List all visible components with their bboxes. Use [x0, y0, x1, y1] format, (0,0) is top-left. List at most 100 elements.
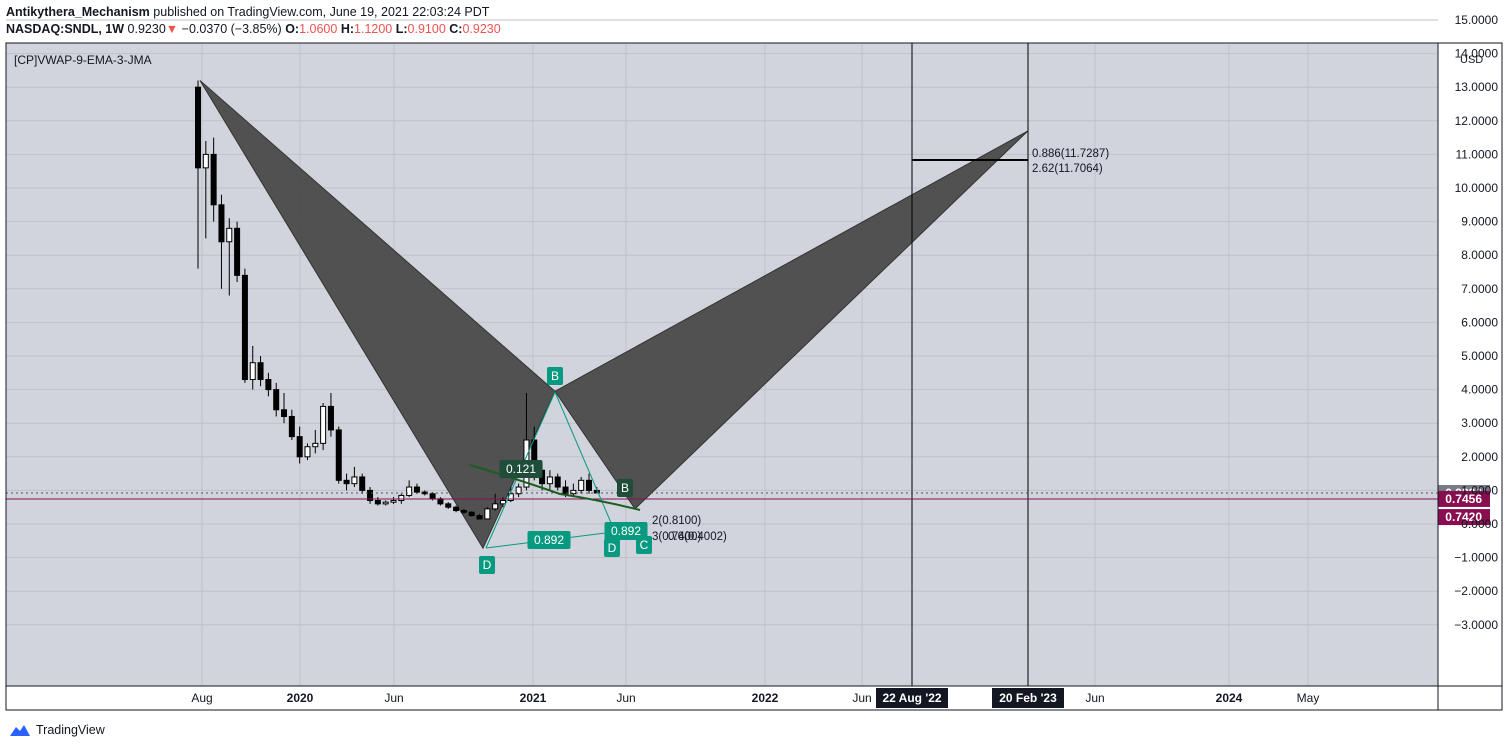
candle-body	[546, 476, 553, 485]
level-label-06: 0.6(0.4002)	[668, 531, 727, 543]
symbol-label[interactable]: NASDAQ:SNDL, 1W	[6, 22, 125, 36]
ratio-label-121-bg	[499, 460, 543, 478]
candle-body	[351, 476, 358, 485]
candle-body	[202, 153, 209, 169]
grid-lines	[6, 19, 1438, 686]
price-tick-label: −3.0000	[1454, 618, 1498, 632]
fib-label-0886: 0.886(11.7287)	[1032, 148, 1109, 160]
time-tick-label: Jun	[852, 691, 871, 705]
time-axis-labels: Aug 2020 Jun 2021 Jun 2022 Jun Jun 2024 May 22 Aug…	[191, 688, 1319, 708]
candle-body	[406, 486, 413, 496]
last-price: 0.9230	[127, 22, 166, 36]
price-tick-label: 0.0000	[1461, 517, 1498, 531]
price-tick-label: 14.0000	[1455, 47, 1499, 61]
down-arrow-icon: ▼	[165, 22, 179, 36]
point-label-b: B	[551, 369, 559, 383]
time-tick-label: 2024	[1216, 691, 1243, 705]
point-label-c-bg	[636, 536, 652, 554]
published-text: published on TradingView.com, June 19, 2…	[153, 5, 490, 19]
time-tick-label: 2020	[287, 691, 314, 705]
price-tick-label: 5.0000	[1461, 349, 1498, 363]
time-tick-label: 2022	[752, 691, 779, 705]
candle-body	[312, 442, 319, 448]
high-label: H:	[340, 22, 355, 36]
candle-body	[195, 86, 201, 169]
candle-body	[249, 362, 256, 381]
ratio-label-892-bg	[527, 531, 571, 549]
price-tick-label: 10.0000	[1455, 181, 1499, 195]
level-label-2: 2(0.8100)	[652, 515, 701, 527]
teal-leg-2	[554, 391, 613, 526]
brand-name[interactable]: TradingView	[36, 723, 105, 737]
chart-header: Antikythera_Mechanism published on Tradi…	[6, 4, 501, 38]
time-tick-label: Aug	[191, 691, 212, 705]
candle-body	[437, 498, 444, 505]
candle-body	[578, 479, 585, 491]
indicator-label[interactable]: [CP]VWAP-9-EMA-3-JMA	[14, 53, 152, 67]
candle-body	[390, 499, 397, 503]
price-tick-label: 7.0000	[1461, 282, 1498, 296]
fib-label-262: 2.62(11.7064)	[1032, 163, 1103, 175]
price-badge-label: 0.7420	[1445, 510, 1482, 524]
open-value: 1.0600	[299, 22, 338, 36]
candle-body	[453, 506, 460, 512]
chart-frame	[5, 42, 1503, 711]
candle-body	[218, 204, 225, 243]
candle-body	[367, 489, 374, 501]
candle-body	[265, 379, 272, 391]
candle-body	[327, 405, 334, 431]
candle-body	[226, 227, 233, 243]
candle-body	[382, 501, 389, 505]
tradingview-logo-icon	[10, 725, 30, 736]
time-axis[interactable]	[6, 686, 1502, 710]
price-tick-label: −2.0000	[1454, 584, 1498, 598]
candle-body	[241, 274, 248, 381]
date-badge-label: 22 Aug '22	[882, 691, 941, 705]
candle-body	[554, 476, 561, 488]
time-tick-label: Jun	[616, 691, 635, 705]
open-label: O:	[285, 22, 300, 36]
price-axis[interactable]	[1438, 43, 1502, 686]
author-name[interactable]: Antikythera_Mechanism	[6, 5, 150, 19]
candle-body	[234, 227, 241, 276]
close-value: 0.9230	[462, 22, 501, 36]
point-label-c: C	[640, 538, 649, 552]
candle-body	[468, 511, 475, 517]
candle-body	[562, 486, 569, 495]
candle-body	[460, 510, 467, 513]
point-label-d2: D	[608, 541, 617, 555]
ratio-label-892b: 0.892	[611, 524, 641, 538]
low-value: 0.9100	[407, 22, 446, 36]
harmonic-pattern-large	[199, 43, 1029, 686]
price-tick-label: 3.0000	[1461, 416, 1498, 430]
ratio-label-121: 0.121	[506, 462, 536, 476]
pattern-overlays: B D D C B 0.121 0.892 0.892 0.886(11.7287) 2.62(1…	[6, 148, 1490, 574]
candle-body	[484, 508, 491, 520]
close-label: C:	[449, 22, 463, 36]
jma-line	[469, 464, 641, 511]
candle-body	[499, 499, 506, 505]
ratio-label-892: 0.892	[534, 533, 564, 547]
point-label-d: D	[483, 558, 492, 572]
candle-body	[304, 446, 311, 458]
pattern-triangle-bcd	[554, 130, 1029, 510]
candle-body	[288, 415, 295, 438]
time-tick-label: Jun	[384, 691, 403, 705]
date-badge	[992, 688, 1064, 708]
currency-label: USD	[1460, 54, 1483, 66]
time-tick-label: May	[1297, 691, 1320, 705]
candle-body	[273, 389, 280, 411]
low-label: L:	[395, 22, 408, 36]
candle-body	[429, 493, 436, 500]
high-value: 1.1200	[354, 22, 393, 36]
candle-body	[413, 486, 420, 493]
candle-body	[257, 362, 264, 381]
price-tick-label: −1.0000	[1454, 551, 1498, 565]
candle-body	[515, 486, 522, 495]
candle-body	[398, 494, 405, 501]
candle-body	[281, 409, 288, 417]
price-tick-label: 15.0000	[1455, 13, 1499, 27]
date-badge-label: 20 Feb '23	[999, 691, 1057, 705]
ratio-label-892b-bg	[604, 522, 648, 540]
